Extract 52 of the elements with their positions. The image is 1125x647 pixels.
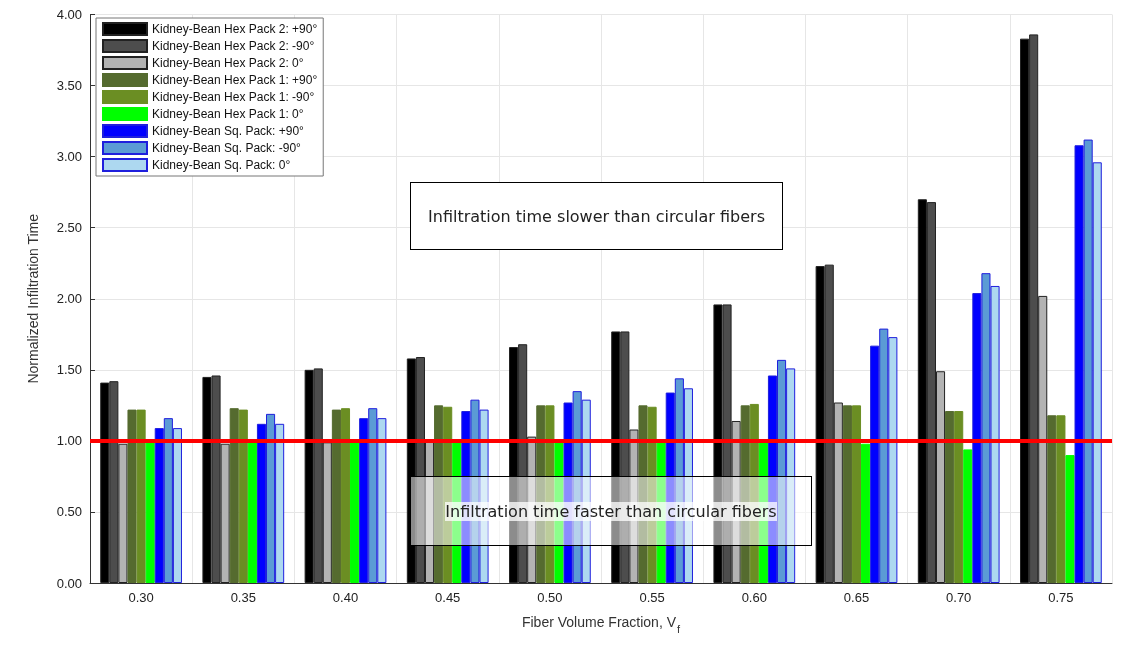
bar (963, 449, 973, 583)
bar (229, 408, 239, 583)
legend-label: Kidney-Bean Sq. Pack: -90° (152, 141, 302, 155)
bar (340, 408, 351, 583)
y-tick-label: 0.00 (56, 575, 82, 591)
y-tick-label: 2.50 (56, 220, 82, 236)
y-tick-label: 1.50 (56, 362, 82, 378)
annotation: Infiltration time faster than circular fibers (445, 501, 777, 521)
legend-label: Kidney-Bean Hex Pack 2: -90° (152, 39, 315, 53)
y-tick-label: 3.00 (56, 149, 82, 165)
bar (127, 409, 137, 583)
legend-label: Kidney-Bean Hex Pack 1: -90° (152, 90, 315, 104)
x-tick-label: 0.65 (843, 590, 870, 605)
y-tick-label: 4.00 (56, 7, 82, 22)
text-box: Infiltration time slower than circular fibers (410, 182, 783, 250)
legend-label: Kidney-Bean Sq. Pack: +90° (152, 124, 305, 138)
x-tick-label: 0.35 (230, 590, 256, 605)
legend-label: Kidney-Bean Sq. Pack: 0° (152, 158, 291, 172)
bar (1047, 415, 1057, 583)
bar (1065, 455, 1075, 583)
x-tick-label: 0.40 (332, 590, 359, 605)
bar (145, 440, 155, 583)
text-box: Infiltration time faster than circular fibers (410, 476, 812, 546)
bar (136, 409, 146, 583)
bar (842, 405, 852, 583)
bar (434, 405, 444, 583)
bar (945, 411, 955, 583)
legend-label: Kidney-Bean Hex Pack 1: +90° (152, 73, 318, 87)
y-tick-label: 1.00 (56, 433, 82, 449)
bar (238, 409, 248, 583)
annotation: Infiltration time slower than circular fibers (428, 206, 765, 226)
legend-label: Kidney-Bean Hex Pack 2: +90° (152, 22, 318, 36)
legend-label: Kidney-Bean Hex Pack 1: 0° (152, 107, 304, 121)
y-axis-title: Normalized Infiltration Time (25, 213, 41, 384)
y-tick-label: 2.00 (56, 291, 82, 307)
x-tick-label: 0.60 (741, 590, 767, 605)
x-tick-label: 0.45 (435, 590, 461, 605)
x-tick-label: 0.50 (537, 590, 563, 605)
x-tick-label: 0.75 (1048, 590, 1074, 605)
bar (350, 440, 360, 583)
bar (247, 440, 257, 583)
bar (851, 405, 862, 583)
y-tick-label: 3.50 (56, 78, 82, 94)
x-tick-label: 0.70 (946, 590, 972, 605)
legend-label: Kidney-Bean Hex Pack 2: 0° (152, 56, 304, 70)
y-tick-label: 0.50 (56, 504, 82, 520)
bar (1056, 415, 1066, 583)
x-tick-label: 0.55 (639, 590, 665, 605)
bar (861, 443, 871, 583)
x-tick-label: 0.30 (128, 590, 154, 605)
bar (331, 409, 341, 583)
bar (954, 411, 964, 583)
